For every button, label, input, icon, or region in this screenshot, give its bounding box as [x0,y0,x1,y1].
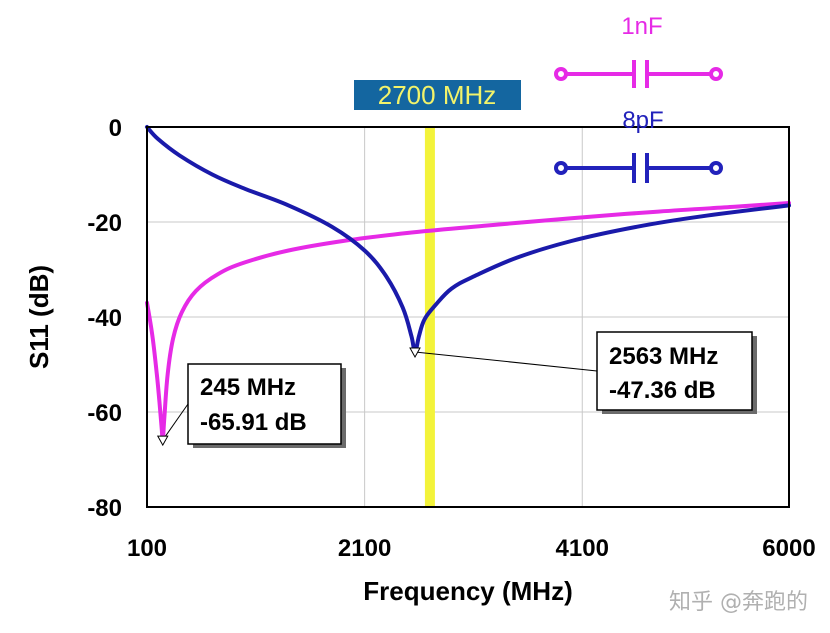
series-line-1nf [145,201,791,443]
y-tick-label--60: -60 [87,400,122,427]
y-axis-title: S11 (dB) [24,265,54,369]
marker-leader-2563 [414,351,598,372]
y-tick-label--40: -40 [87,305,122,332]
marker-triangle-245 [156,435,169,447]
marker-layer: 245 MHz -65.91 dB 2563 MHz -47.36 dB [156,331,757,448]
legend-8pf: 8pF [554,107,723,183]
vline-layer [424,127,435,507]
marker-245-callout: 245 MHz -65.91 dB [187,363,346,448]
marker-leader-245 [162,403,189,441]
marker-2563-value: -47.36 dB [609,377,716,404]
vline-label: 2700 MHz [378,80,497,110]
marker-245-value: -65.91 dB [200,409,307,436]
vline-2700 [424,127,435,507]
legend-1nf: 1nF [554,13,723,88]
marker-2563-freq: 2563 MHz [609,343,718,370]
x-tick-label-6000: 6000 [762,535,815,562]
x-axis-title: Frequency (MHz) [363,576,572,606]
marker-245-freq: 245 MHz [200,374,296,401]
legend-8pf-label: 8pF [622,107,663,134]
capacitor-8pf-icon [554,153,723,183]
plot-frame [146,126,790,508]
capacitor-1nf-icon [554,60,723,88]
legend-1nf-label: 1nF [621,13,662,40]
marker-triangle-2563 [409,347,421,358]
marker-2563-callout: 2563 MHz -47.36 dB [596,331,757,414]
x-tick-label-4100: 4100 [556,535,609,562]
x-tick-label-100: 100 [127,535,167,562]
marker-245-box [187,363,342,445]
y-tick-label-0: 0 [109,115,122,142]
x-tick-label-2100: 2100 [338,535,391,562]
y-tick-label--20: -20 [87,210,122,237]
ticks: 100 2100 4100 6000 0 -20 -40 -60 -80 [87,115,815,562]
watermark: 知乎 @奔跑的 [669,590,808,615]
y-tick-label--80: -80 [87,495,122,522]
vline-label-box [354,80,521,110]
